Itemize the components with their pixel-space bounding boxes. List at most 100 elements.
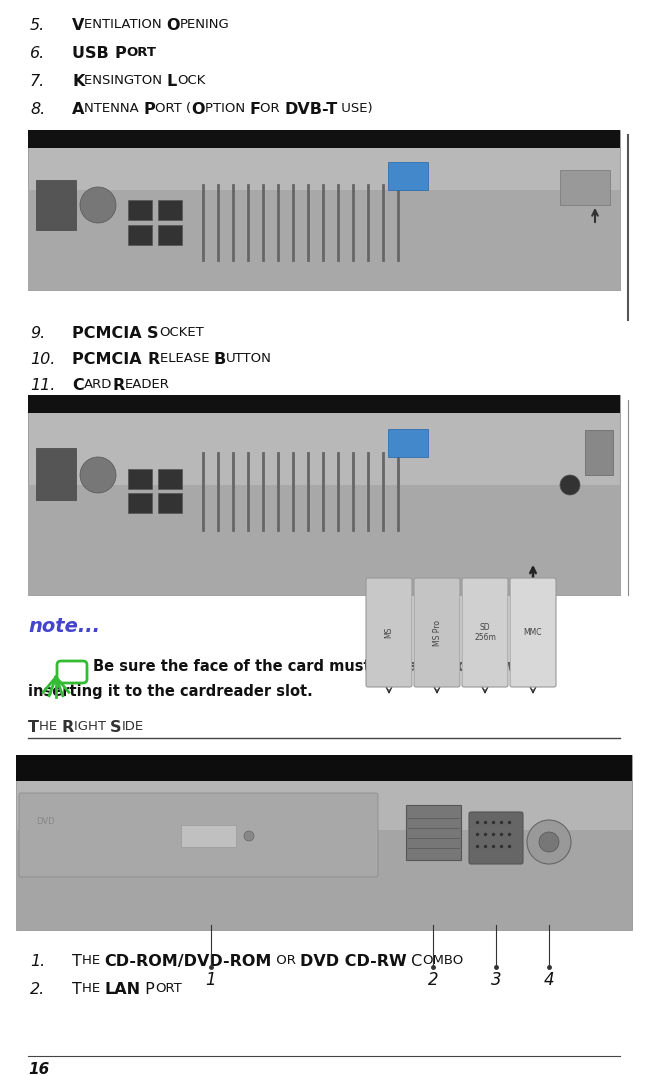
Text: DVD: DVD [36, 817, 55, 826]
Bar [128, 469, 152, 489]
Text: A: A [72, 102, 84, 117]
Text: P: P [114, 46, 126, 61]
FancyBboxPatch shape [510, 578, 556, 686]
Text: NTENNA: NTENNA [84, 102, 144, 115]
Text: 1.: 1. [30, 954, 45, 969]
Text: S: S [147, 326, 159, 341]
Text: ORT (: ORT ( [155, 102, 191, 115]
Text: C: C [72, 378, 84, 393]
Text: 2: 2 [428, 971, 438, 989]
Text: MS: MS [385, 627, 394, 638]
Bar [28, 395, 620, 413]
FancyBboxPatch shape [19, 793, 378, 877]
Bar [128, 493, 152, 513]
Bar [388, 162, 428, 190]
Bar [585, 430, 613, 475]
Text: HE: HE [39, 720, 61, 733]
Circle shape [560, 475, 580, 495]
Bar [158, 200, 182, 220]
Text: MMC: MMC [524, 628, 542, 637]
Text: OMBO: OMBO [422, 954, 464, 967]
Text: T: T [72, 954, 82, 969]
Text: ELEASE: ELEASE [159, 352, 214, 365]
Text: P: P [144, 102, 155, 117]
Text: 3: 3 [490, 971, 502, 989]
Text: 10.: 10. [30, 352, 56, 367]
Text: PENING: PENING [180, 18, 229, 31]
Text: ENSINGTON: ENSINGTON [84, 74, 167, 87]
Text: P: P [140, 982, 155, 997]
Text: PCMCIA: PCMCIA [72, 326, 147, 341]
Text: OR: OR [272, 954, 300, 967]
Text: F: F [249, 102, 260, 117]
Text: 8.: 8. [30, 102, 45, 117]
Bar [560, 170, 610, 206]
Bar [16, 755, 632, 930]
Bar [388, 429, 428, 457]
Bar [28, 130, 620, 148]
Text: 9.: 9. [30, 326, 45, 341]
Bar [158, 493, 182, 513]
Bar [406, 805, 461, 860]
Text: EADER: EADER [124, 378, 169, 391]
Circle shape [80, 457, 116, 493]
Circle shape [539, 832, 559, 852]
Text: B: B [214, 352, 225, 367]
Text: LAN: LAN [104, 982, 140, 997]
Text: K: K [72, 74, 84, 89]
FancyBboxPatch shape [469, 812, 523, 864]
Bar [16, 830, 632, 930]
Text: 2.: 2. [30, 982, 45, 997]
Bar [128, 225, 152, 245]
Text: Be sure the face of the card must be facing down when: Be sure the face of the card must be fac… [93, 659, 552, 674]
Text: IDE: IDE [121, 720, 144, 733]
FancyBboxPatch shape [366, 578, 412, 686]
FancyBboxPatch shape [414, 578, 460, 686]
Bar [28, 485, 620, 595]
Text: IGHT: IGHT [74, 720, 110, 733]
Text: HE: HE [82, 954, 104, 967]
Text: DVD CD-RW: DVD CD-RW [300, 954, 406, 969]
Bar [36, 448, 76, 500]
Text: ARD: ARD [84, 378, 112, 391]
Text: T: T [28, 720, 39, 735]
Bar [28, 190, 620, 291]
Text: 4: 4 [544, 971, 554, 989]
Text: L: L [167, 74, 177, 89]
Text: ENTILATION: ENTILATION [84, 18, 167, 31]
Text: R: R [112, 378, 124, 393]
Bar [158, 225, 182, 245]
Text: inserting it to the cardreader slot.: inserting it to the cardreader slot. [28, 684, 313, 699]
Bar [158, 469, 182, 489]
Text: C: C [406, 954, 422, 969]
Bar [28, 395, 620, 595]
Text: OCKET: OCKET [159, 326, 204, 339]
Text: ORT: ORT [126, 46, 156, 59]
Text: OCK: OCK [177, 74, 205, 87]
Text: O: O [191, 102, 205, 117]
Circle shape [527, 820, 571, 864]
Text: DVB-T: DVB-T [284, 102, 337, 117]
Bar [36, 180, 76, 230]
Text: USB: USB [72, 46, 114, 61]
Text: 5.: 5. [30, 18, 45, 33]
Text: USE): USE) [337, 102, 373, 115]
Text: HE: HE [82, 982, 104, 995]
Text: S: S [110, 720, 121, 735]
Text: OR: OR [260, 102, 284, 115]
Text: R: R [61, 720, 74, 735]
Text: 6.: 6. [30, 46, 45, 61]
Text: O: O [167, 18, 180, 33]
Text: 1: 1 [206, 971, 216, 989]
Bar [16, 755, 632, 781]
Text: V: V [72, 18, 84, 33]
Text: PTION: PTION [205, 102, 249, 115]
Text: note...: note... [28, 617, 100, 636]
Text: 16: 16 [28, 1062, 49, 1076]
Text: PCMCIA: PCMCIA [72, 352, 147, 367]
Bar [128, 200, 152, 220]
Text: 11.: 11. [30, 378, 56, 393]
Circle shape [244, 831, 254, 841]
Text: UTTON: UTTON [225, 352, 272, 365]
Text: CD-ROM/DVD-ROM: CD-ROM/DVD-ROM [104, 954, 272, 969]
